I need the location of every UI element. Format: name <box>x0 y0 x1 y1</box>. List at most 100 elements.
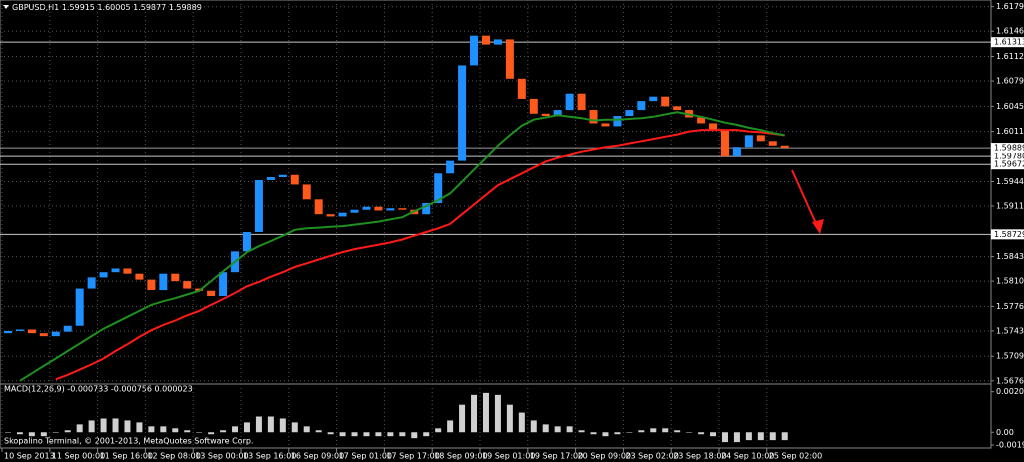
candle-body <box>254 179 263 233</box>
x-tick-label: 23 Sep 18:00 <box>673 452 726 461</box>
candle-body <box>661 96 670 107</box>
candle-body <box>15 329 24 331</box>
macd-bar <box>578 430 585 433</box>
candle-body <box>589 110 598 124</box>
x-tick-label: 12 Sep 08:00 <box>147 452 200 461</box>
candle-body <box>732 147 741 157</box>
price-label: 1.59672 <box>994 160 1024 169</box>
macd-bar <box>136 422 143 433</box>
macd-bar <box>590 432 597 435</box>
macd-bar <box>614 432 621 435</box>
x-tick-label: 20 Sep 09:00 <box>578 452 631 461</box>
macd-bar <box>303 426 310 433</box>
macd-bar <box>674 430 681 433</box>
macd-bar <box>638 430 645 433</box>
candle-body <box>673 106 682 111</box>
macd-bar <box>721 432 728 443</box>
macd-bar <box>506 404 513 433</box>
macd-bar <box>28 432 35 437</box>
candle-body <box>434 173 443 204</box>
y-tick-label: 1.57090 <box>996 352 1024 361</box>
price-label: 1.58729 <box>994 230 1024 239</box>
x-tick-label: 19 Sep 01:00 <box>482 452 535 461</box>
macd-bar <box>459 404 466 433</box>
y-tick-label: 1.58430 <box>996 252 1024 261</box>
macd-bar <box>267 416 274 433</box>
header-field: 1.59915 <box>62 3 95 12</box>
plot-frame <box>0 0 992 449</box>
y-tick-label: 1.60450 <box>996 102 1024 111</box>
chart-header: GBPUSD,H1 1.59915 1.60005 1.59877 1.5988… <box>12 3 202 12</box>
candle-body <box>565 93 574 111</box>
candle-body <box>207 290 216 296</box>
macd-bar <box>351 432 358 437</box>
macd-bar <box>172 428 179 433</box>
y-tick-label: 1.61790 <box>996 2 1024 11</box>
price-label: 1.59780 <box>994 152 1024 161</box>
candle-body <box>446 160 455 174</box>
candle-body <box>756 135 765 142</box>
candle-body <box>219 272 228 296</box>
x-tick-label: 13 Sep 00:00 <box>195 452 248 461</box>
annotation-arrow <box>791 169 824 234</box>
candle-body <box>314 199 323 215</box>
macd-bar <box>662 428 669 433</box>
y-tick-label: 1.61120 <box>996 52 1024 61</box>
candle-body <box>625 110 634 117</box>
macd-bar <box>64 430 71 433</box>
macd-bar <box>566 426 573 433</box>
macd-bar <box>196 432 203 433</box>
candle-body <box>123 268 132 274</box>
candle-body <box>422 203 431 215</box>
candle-body <box>183 281 192 289</box>
macd-bar <box>243 422 250 433</box>
macd-bar <box>757 432 764 441</box>
macd-bar <box>315 430 322 433</box>
y-tick-label: 1.59110 <box>996 202 1024 211</box>
macd-bar <box>52 432 59 433</box>
macd-bar <box>554 426 561 433</box>
candle-body <box>290 174 299 185</box>
macd-bar <box>208 432 215 435</box>
macd-bar <box>626 432 633 433</box>
macd-bar <box>387 432 394 437</box>
macd-bar <box>769 432 776 441</box>
candle-body <box>27 329 36 334</box>
macd-bar <box>602 432 609 437</box>
candle-body <box>386 208 395 211</box>
macd-bar <box>411 432 418 439</box>
current-price-box <box>991 143 1024 154</box>
x-tick-label: 17 Sep 01:00 <box>339 452 392 461</box>
macd-bar <box>781 432 788 441</box>
candle-body <box>613 116 622 127</box>
macd-bar <box>4 432 11 433</box>
candle-body <box>780 145 789 148</box>
x-tick-label: 23 Sep 02:00 <box>625 452 678 461</box>
macd-bar <box>76 424 83 433</box>
macd-bar <box>16 432 23 435</box>
macd-bar <box>327 432 334 435</box>
y-tick-label: 1.58100 <box>996 277 1024 286</box>
macd-bar <box>363 432 370 437</box>
macd-bar <box>650 428 657 433</box>
y-tick-label: 1.57430 <box>996 326 1024 335</box>
x-tick-label: 16 Sep 09:00 <box>291 452 344 461</box>
candle-body <box>529 98 538 114</box>
candle-body <box>517 78 526 99</box>
candle-body <box>470 35 479 66</box>
moving-average <box>55 129 785 381</box>
candle-body <box>171 273 180 282</box>
candle-body <box>159 273 168 291</box>
macd-bar <box>184 430 191 433</box>
x-tick-label: 19 Sep 17:00 <box>530 452 583 461</box>
candle-body <box>398 208 407 210</box>
macd-bar <box>686 432 693 433</box>
macd-bar <box>471 394 478 433</box>
candle-body <box>135 273 144 280</box>
candle-body <box>744 135 753 148</box>
candle-body <box>601 123 610 127</box>
candle-body <box>697 117 706 124</box>
macd-y-tick-label: 0.00 <box>996 428 1014 437</box>
